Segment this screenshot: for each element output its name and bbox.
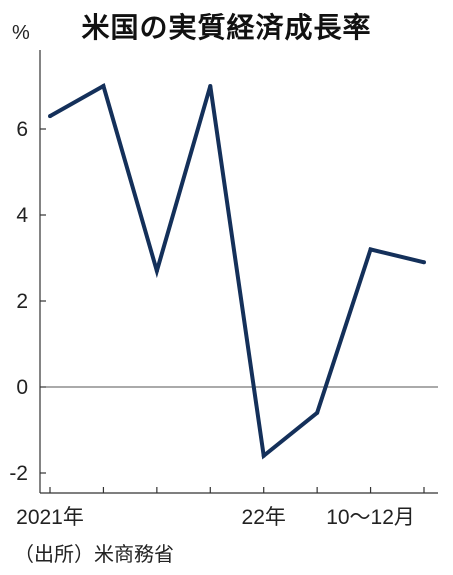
chart-axes — [39, 50, 438, 494]
y-tick-label: 2 — [16, 290, 28, 313]
data-point — [208, 84, 213, 88]
x-tick-label: 22年 — [242, 506, 286, 529]
x-tick-label: 2021年 — [16, 506, 84, 529]
chart-ticks: -2 0 2 4 6 2021年 22年 10〜12月 — [9, 118, 425, 529]
data-point — [48, 114, 52, 119]
data-point — [422, 260, 426, 265]
series-line — [49, 83, 425, 460]
chart-title: 米国の実質経済成長率 — [81, 11, 372, 44]
data-point — [154, 268, 159, 273]
y-tick-label: 0 — [16, 376, 28, 399]
data-point — [261, 453, 266, 458]
x-tick-label: 10〜12月 — [326, 506, 415, 529]
data-point — [368, 247, 373, 252]
data-point — [315, 410, 320, 415]
chart-series — [48, 83, 426, 460]
source-note: （出所）米商務省 — [14, 542, 174, 566]
y-tick-label: -2 — [9, 462, 28, 485]
y-axis-unit-label: % — [12, 22, 30, 44]
y-tick-label: 6 — [16, 118, 28, 141]
y-tick-label: 4 — [16, 204, 28, 227]
data-point — [101, 84, 106, 88]
